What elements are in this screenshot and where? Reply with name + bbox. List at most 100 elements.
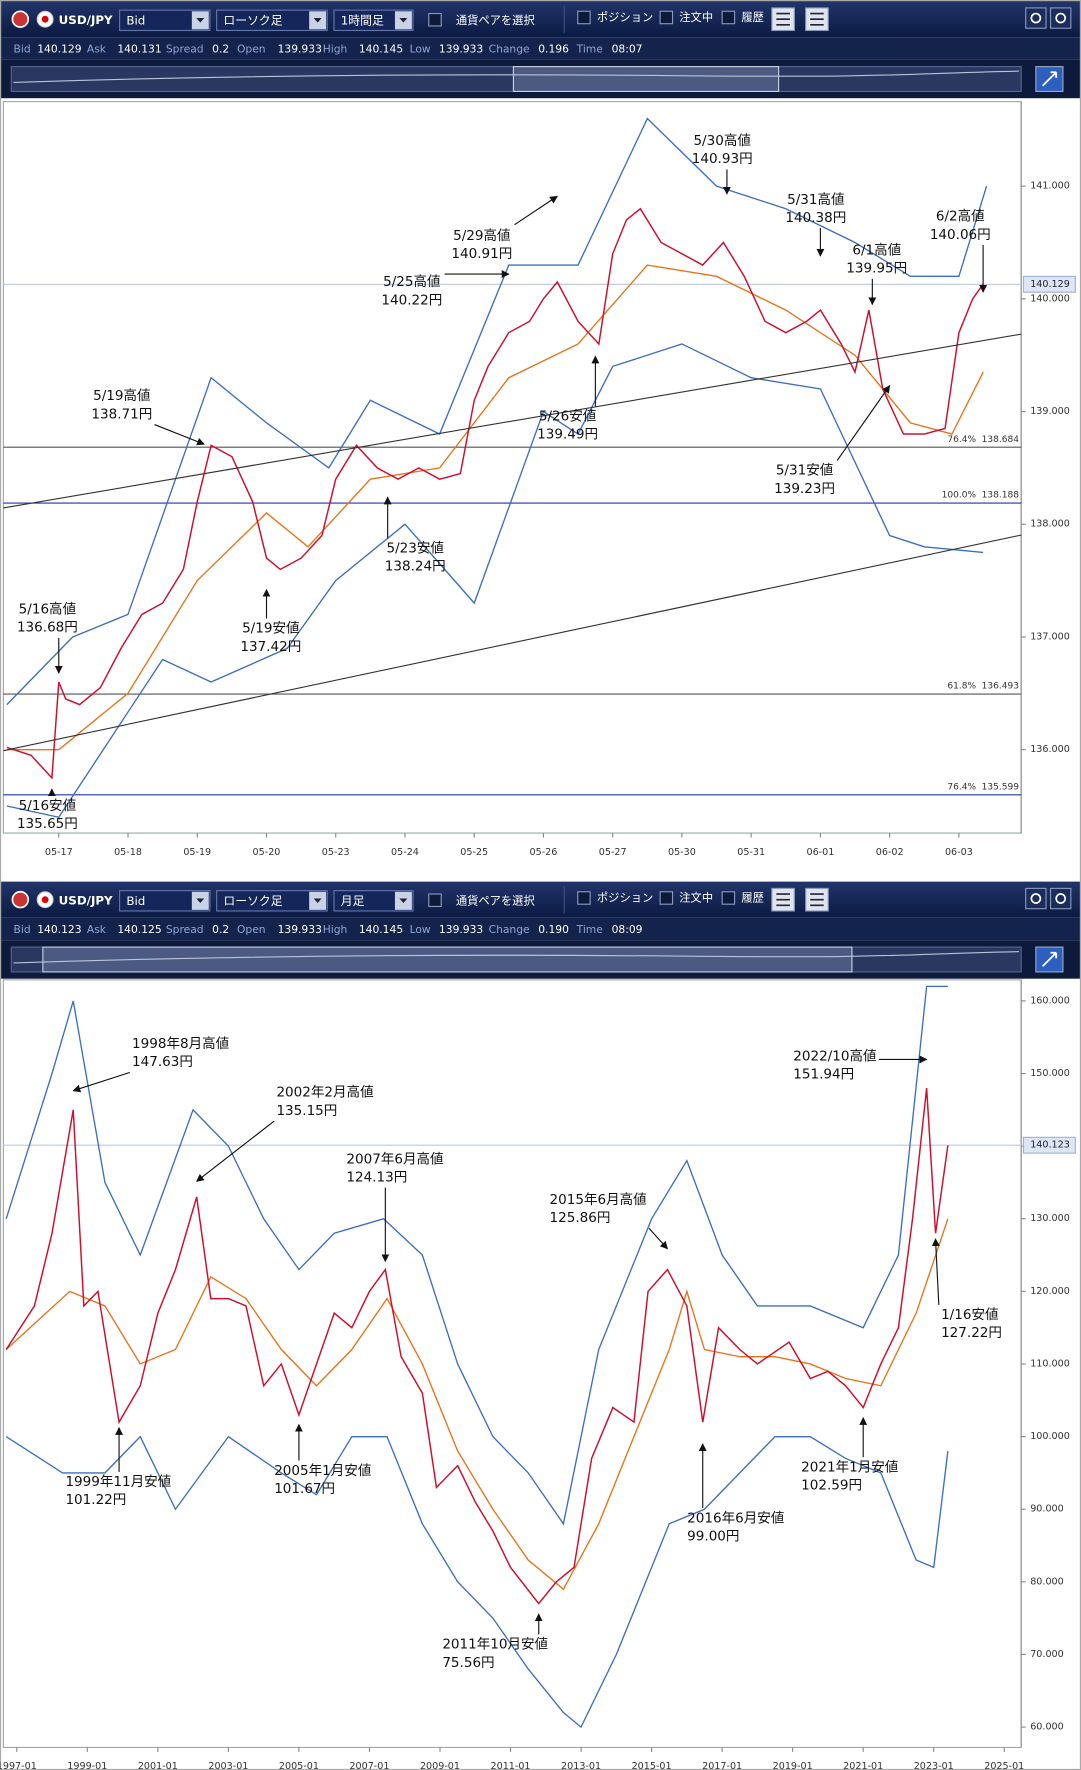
option[interactable]: 履歴 bbox=[741, 11, 764, 24]
option[interactable]: 注文中 bbox=[679, 891, 713, 905]
dropdown[interactable] bbox=[216, 890, 328, 912]
annotation-value: 101.22円 bbox=[65, 1492, 126, 1508]
checkbox[interactable] bbox=[721, 891, 736, 905]
window-button[interactable] bbox=[1025, 7, 1047, 29]
dropdown[interactable] bbox=[216, 9, 328, 32]
y-tick-label: 141.000 bbox=[1030, 181, 1070, 192]
annotation-label: 2011年10月安値 bbox=[442, 1637, 548, 1653]
quote-value: 0.190 bbox=[538, 923, 569, 936]
dropdown[interactable] bbox=[119, 9, 211, 32]
dropdown-arrow bbox=[313, 18, 322, 23]
window-button[interactable] bbox=[1025, 887, 1047, 910]
flag-jp-dot bbox=[41, 896, 49, 904]
annotation-arrow bbox=[154, 424, 205, 446]
quote-bar bbox=[1, 37, 1080, 60]
y-axis-area bbox=[1021, 979, 1078, 1748]
price-line bbox=[5, 1087, 949, 1605]
bollinger-band bbox=[5, 1435, 949, 1729]
annotation-label: 5/19高値 bbox=[93, 387, 150, 404]
quote-label: Ask bbox=[87, 923, 107, 936]
quote-label: Time bbox=[576, 923, 604, 936]
current-price-tag bbox=[1022, 1136, 1076, 1154]
y-tick-label: 60.000 bbox=[1030, 1722, 1064, 1733]
option[interactable]: ポジション bbox=[597, 892, 653, 905]
window-icon bbox=[1055, 12, 1067, 24]
option[interactable]: 履歴 bbox=[741, 892, 764, 905]
dropdown-arrow bbox=[399, 18, 408, 23]
annotation-arrow bbox=[836, 384, 891, 461]
scroller-thumb[interactable] bbox=[512, 66, 780, 92]
moving-average bbox=[5, 1218, 949, 1591]
pair-select[interactable]: 通貨ペアを選択 bbox=[456, 893, 535, 907]
current-price-label: 140.129 bbox=[1030, 279, 1070, 290]
dropdown-value[interactable]: 1時間足 bbox=[341, 13, 384, 27]
scroller-preview bbox=[13, 951, 1019, 964]
y-tick-label: 137.000 bbox=[1030, 631, 1070, 642]
fib-price: 138.684 bbox=[982, 435, 1020, 445]
option[interactable]: 注文中 bbox=[679, 10, 713, 24]
pair-select[interactable]: 通貨ペアを選択 bbox=[456, 13, 535, 27]
bollinger-band bbox=[6, 117, 988, 706]
x-tick-label: 1999-01 bbox=[67, 1761, 107, 1770]
quote-label: Ask bbox=[87, 43, 107, 56]
annotation-label: 5/23安値 bbox=[387, 541, 444, 557]
annotation-value: 151.94円 bbox=[793, 1067, 854, 1083]
tool-icon bbox=[776, 12, 790, 26]
fib-ratio: 76.4% bbox=[947, 435, 976, 445]
dropdown[interactable] bbox=[119, 890, 211, 912]
annotation-label: 1998年8月高値 bbox=[132, 1035, 229, 1052]
checkbox[interactable] bbox=[428, 12, 442, 27]
annotation-label: 2015年6月高値 bbox=[550, 1191, 647, 1208]
quote-label: Time bbox=[576, 43, 604, 56]
checkbox[interactable] bbox=[659, 891, 674, 905]
annotation-value: 140.06円 bbox=[930, 227, 991, 243]
dropdown-value[interactable]: Bid bbox=[126, 13, 145, 27]
quote-label: Change bbox=[489, 923, 530, 936]
quote-label: High bbox=[323, 923, 348, 936]
window-icon bbox=[1055, 893, 1067, 904]
annotation-value: 138.24円 bbox=[385, 559, 446, 575]
annotation-value: 75.56円 bbox=[442, 1655, 494, 1671]
price-line bbox=[6, 207, 984, 780]
quote-label: Low bbox=[410, 923, 431, 936]
annotation-value: 125.86円 bbox=[550, 1210, 611, 1226]
quote-value: 140.145 bbox=[359, 923, 403, 936]
checkbox[interactable] bbox=[659, 10, 674, 25]
quote-label: Spread bbox=[166, 923, 204, 936]
annotation-value: 135.15円 bbox=[276, 1103, 337, 1119]
dropdown[interactable] bbox=[333, 9, 414, 32]
checkbox[interactable] bbox=[721, 10, 736, 25]
annotation-arrow bbox=[514, 195, 558, 226]
dropdown-value[interactable]: ローソク足 bbox=[223, 13, 282, 27]
annotation-value: 136.68円 bbox=[17, 620, 78, 636]
trend-line bbox=[3, 534, 1022, 752]
checkbox[interactable] bbox=[428, 893, 442, 908]
x-tick-label: 2003-01 bbox=[208, 1761, 248, 1770]
annotation-value: 138.71円 bbox=[91, 406, 152, 422]
annotation-label: 6/1高値 bbox=[852, 242, 901, 259]
quote-label: Open bbox=[237, 923, 266, 936]
annotation-value: 139.49円 bbox=[537, 427, 598, 443]
plot-area bbox=[2, 979, 1022, 1748]
annotation-value: 139.95円 bbox=[846, 261, 907, 277]
dropdown-value[interactable]: Bid bbox=[126, 894, 145, 908]
checkbox[interactable] bbox=[577, 10, 591, 25]
x-tick-label: 05-31 bbox=[737, 847, 765, 858]
fib-ratio: 76.4% bbox=[947, 782, 976, 792]
dropdown-value[interactable]: ローソク足 bbox=[223, 894, 282, 908]
quote-label: High bbox=[323, 43, 348, 56]
x-tick-label: 05-30 bbox=[668, 847, 696, 858]
checkbox[interactable] bbox=[577, 891, 591, 905]
flag-us bbox=[11, 10, 30, 28]
window-button[interactable] bbox=[1049, 7, 1072, 29]
window-button[interactable] bbox=[1049, 887, 1072, 910]
dropdown[interactable] bbox=[333, 890, 414, 912]
annotation-value: 101.67円 bbox=[274, 1481, 335, 1497]
dropdown-value[interactable]: 月足 bbox=[341, 894, 365, 908]
quote-value: 140.129 bbox=[37, 43, 81, 56]
scroller-thumb[interactable] bbox=[42, 946, 853, 973]
dropdown-arrow bbox=[196, 18, 205, 23]
x-tick-label: 1997-01 bbox=[0, 1761, 37, 1770]
option[interactable]: ポジション bbox=[597, 11, 653, 24]
